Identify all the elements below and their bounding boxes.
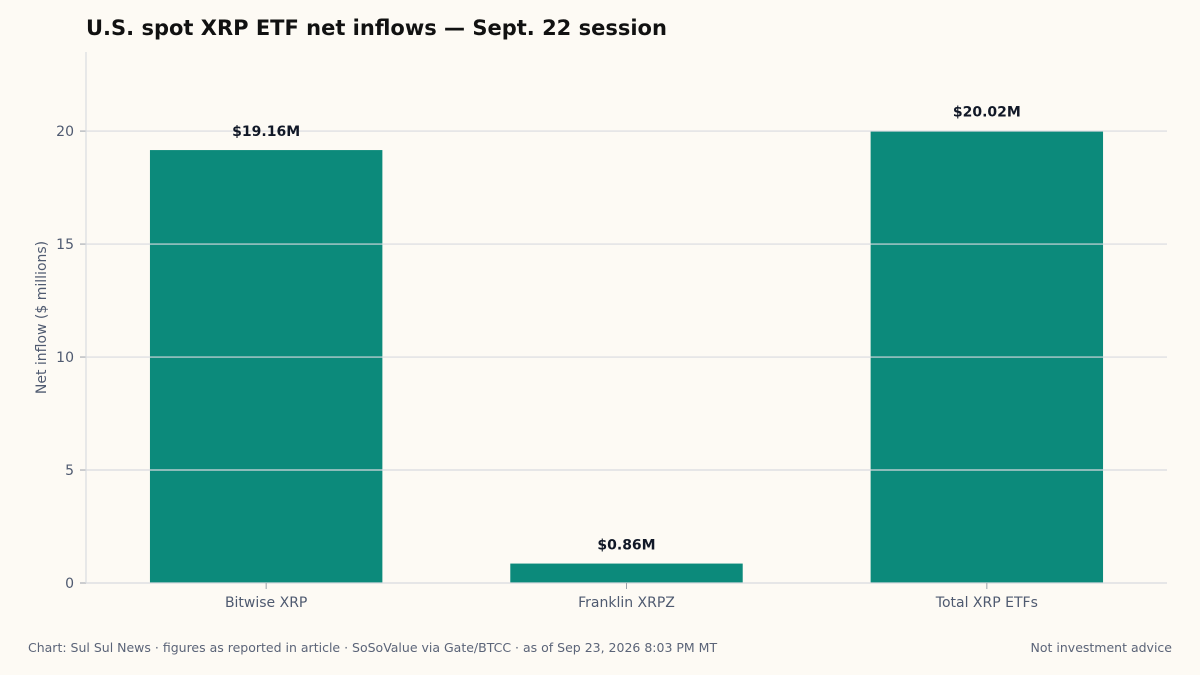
disclaimer: Not investment advice [1030,640,1172,655]
y-tick-label: 5 [65,463,74,479]
x-tick-label: Total XRP ETFs [935,595,1038,611]
x-tick-label: Bitwise XRP [225,595,307,611]
data-label: $0.86M [597,538,655,554]
y-tick-label: 0 [65,576,74,592]
bar-bitwise-xrp [149,150,383,583]
bar-franklin-xrpz [510,563,743,583]
data-label: $19.16M [232,124,300,140]
source-note: Chart: Sul Sul News · figures as reporte… [28,640,718,655]
y-tick-label: 20 [56,124,74,140]
y-tick-label: 10 [56,350,74,366]
x-tick-label: Franklin XRPZ [578,595,675,611]
y-tick-label: 15 [56,237,74,253]
chart-title: U.S. spot XRP ETF net inflows — Sept. 22… [86,16,667,40]
y-axis-title: Net inflow ($ millions) [34,241,50,394]
data-label: $20.02M [953,105,1021,121]
